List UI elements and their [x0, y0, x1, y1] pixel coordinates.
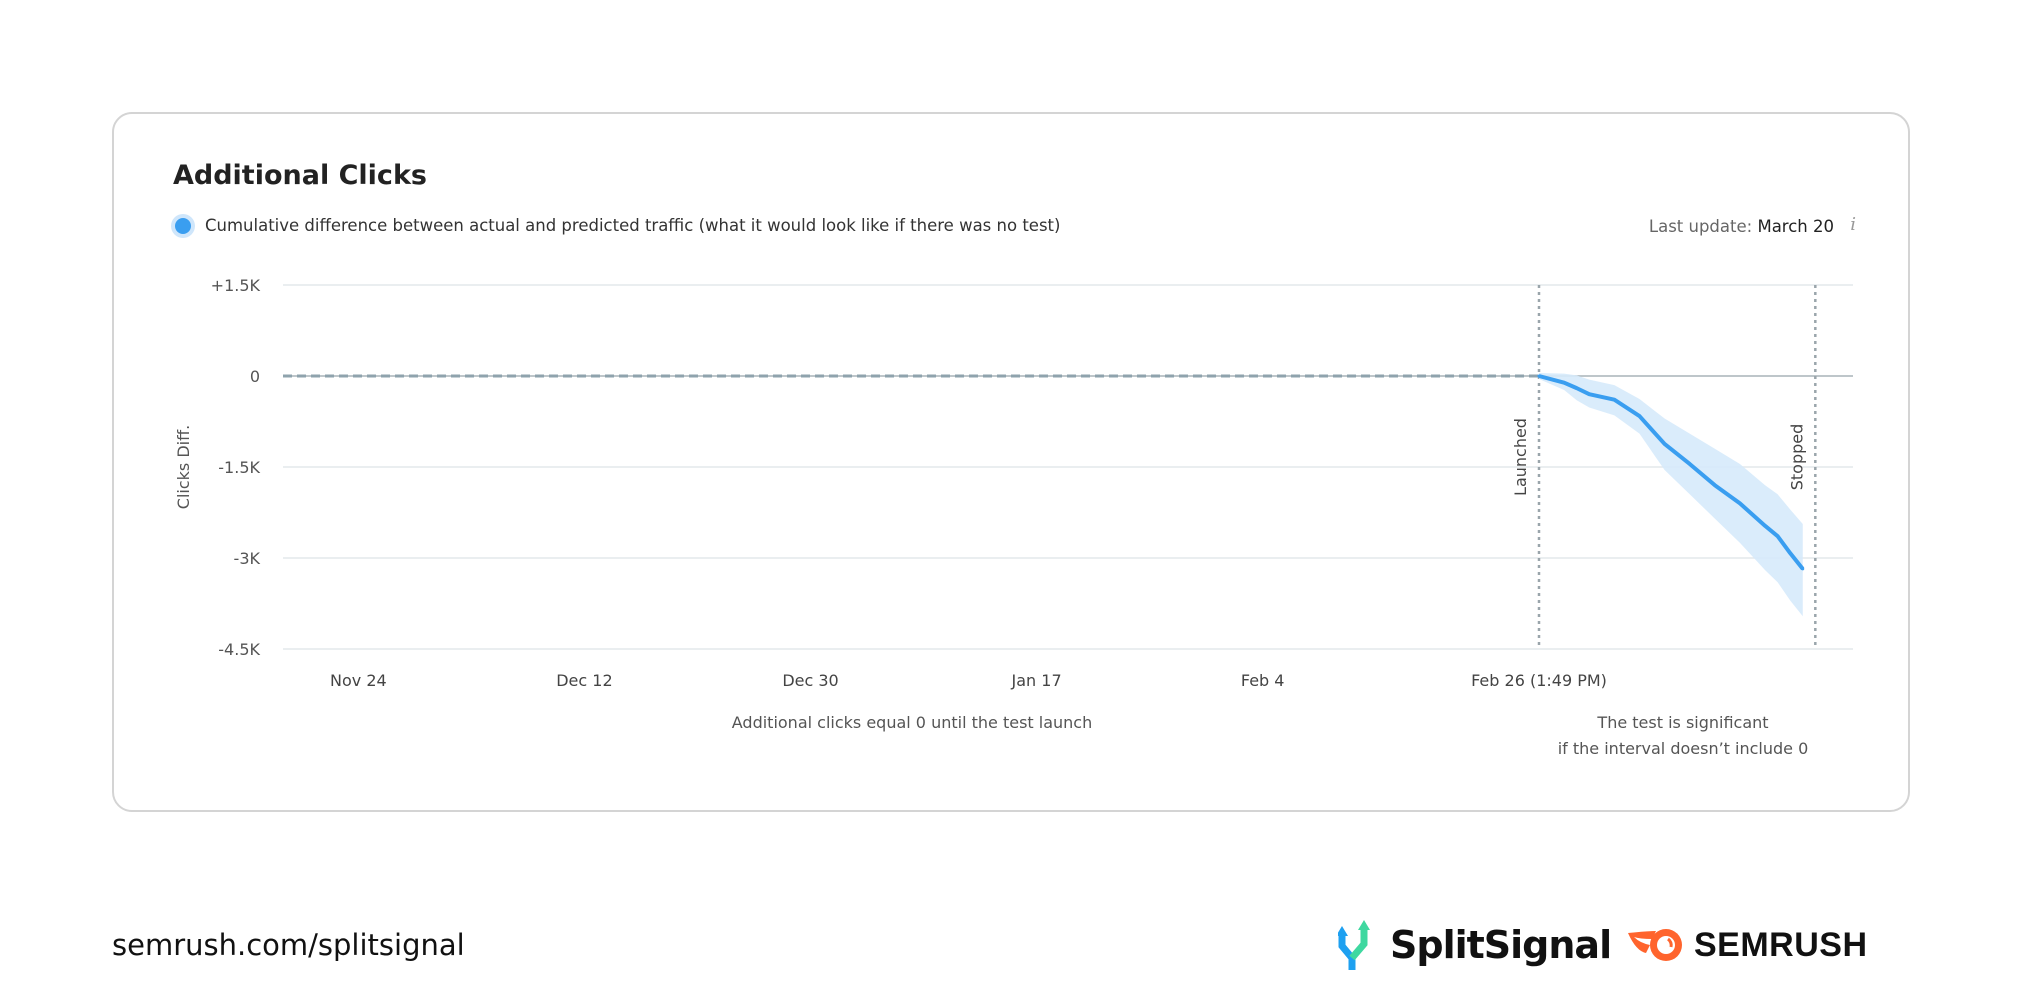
- data-point: [1763, 524, 1767, 528]
- legend-dot-icon: [175, 217, 191, 234]
- x-tick-label: Nov 24: [330, 671, 387, 690]
- data-point: [1612, 398, 1616, 402]
- data-point: [1713, 483, 1717, 487]
- annotation-prelaunch: Additional clicks equal 0 until the test…: [732, 713, 1092, 732]
- footer-url[interactable]: semrush.com/splitsignal: [112, 928, 465, 962]
- data-point: [1587, 392, 1591, 396]
- splitsignal-arrows-icon: [1338, 920, 1370, 970]
- x-tick-label: Feb 26 (1:49 PM): [1471, 671, 1607, 690]
- info-icon[interactable]: i: [1850, 214, 1856, 235]
- last-update-label: Last update:: [1648, 217, 1753, 236]
- y-tick-label: -4.5K: [218, 640, 260, 659]
- confidence-interval-band: [1539, 372, 1803, 617]
- semrush-fireball-icon: [1628, 929, 1682, 961]
- y-tick-label: +1.5K: [211, 276, 261, 295]
- data-point: [1738, 501, 1742, 505]
- data-point: [1537, 374, 1541, 378]
- annotation-significance-2: if the interval doesn’t include 0: [1558, 739, 1809, 758]
- x-tick-label: Dec 30: [782, 671, 838, 690]
- y-axis-label: Clicks Diff.: [174, 425, 193, 509]
- annotation-significance-1: The test is significant: [1596, 713, 1768, 732]
- marker-label: Stopped: [1787, 424, 1806, 491]
- splitsignal-wordmark: SplitSignal: [1390, 923, 1612, 967]
- chart-card: [112, 112, 1910, 812]
- splitsignal-logo: SplitSignal: [1338, 918, 1612, 972]
- data-point: [1801, 567, 1805, 571]
- data-point: [1562, 381, 1566, 385]
- x-tick-label: Dec 12: [556, 671, 612, 690]
- y-tick-label: -1.5K: [218, 458, 260, 477]
- semrush-wordmark: SEMRUSH: [1694, 925, 1868, 964]
- chart-title: Additional Clicks: [173, 160, 427, 191]
- legend-item[interactable]: Cumulative difference between actual and…: [173, 216, 1060, 235]
- x-tick-label: Feb 4: [1241, 671, 1285, 690]
- data-point: [1788, 551, 1792, 555]
- data-point: [1688, 462, 1692, 466]
- marker-label: Launched: [1511, 418, 1530, 496]
- last-update-value: March 20: [1757, 217, 1834, 236]
- y-tick-label: 0: [250, 367, 260, 386]
- x-tick-label: Jan 17: [1011, 671, 1062, 690]
- series-line: [1538, 374, 1805, 571]
- y-tick-label: -3K: [234, 549, 261, 568]
- data-point: [1776, 534, 1780, 538]
- data-point: [1637, 414, 1641, 418]
- legend-label: Cumulative difference between actual and…: [205, 216, 1061, 235]
- semrush-logo: SEMRUSH: [1628, 925, 1868, 965]
- data-point: [1663, 442, 1667, 446]
- data-point: [1575, 386, 1579, 390]
- last-update: Last update: March 20: [1649, 217, 1834, 236]
